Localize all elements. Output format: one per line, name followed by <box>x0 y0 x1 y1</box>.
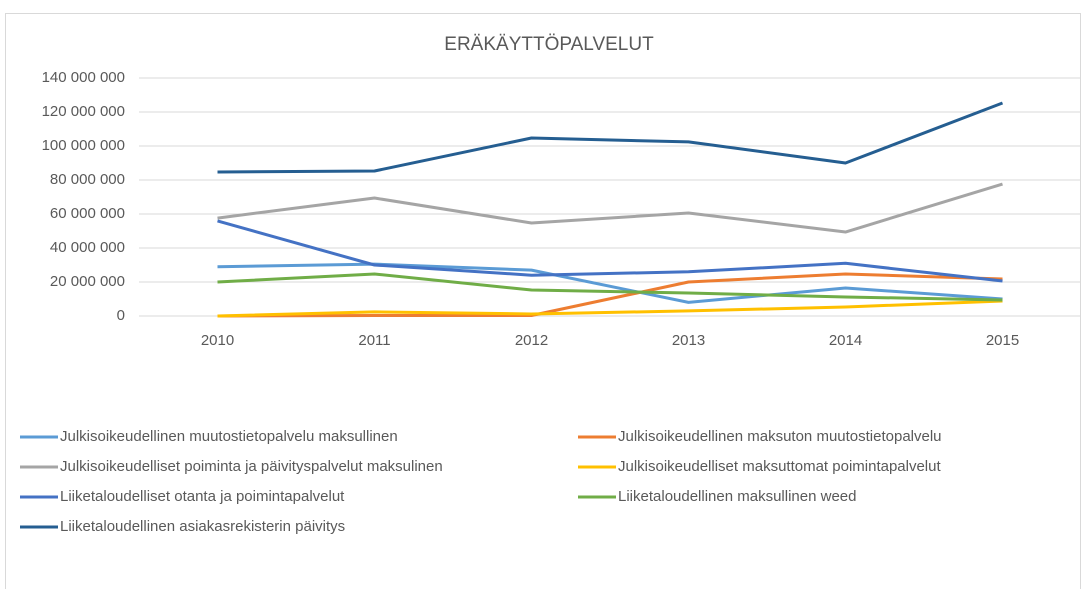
legend-label: Liiketaloudelliset otanta ja poimintapal… <box>60 488 345 505</box>
chart-title: ERÄKÄYTTÖPALVELUT <box>444 34 654 55</box>
legend-label: Julkisoikeudellinen maksuton muutostieto… <box>618 428 942 445</box>
x-tick-label: 2013 <box>672 332 705 349</box>
line-series <box>217 272 1003 302</box>
y-tick-label: 100 000 000 <box>42 137 125 154</box>
y-tick-label: 140 000 000 <box>42 69 125 86</box>
line-series <box>217 219 1003 283</box>
y-tick-label: 0 <box>117 307 125 324</box>
line-series <box>217 272 1003 318</box>
x-tick-label: 2010 <box>201 332 234 349</box>
line-series <box>217 299 1003 318</box>
legend-label: Julkisoikeudelliset maksuttomat poiminta… <box>618 458 941 475</box>
chart-border <box>5 13 1081 589</box>
legend-label: Liiketaloudellinen asiakasrekisterin päi… <box>60 518 345 535</box>
x-tick-label: 2014 <box>829 332 862 349</box>
legend-label: Julkisoikeudellinen muutostietopalvelu m… <box>60 428 398 445</box>
legend-label: Julkisoikeudelliset poiminta ja päivitys… <box>60 458 443 475</box>
legend-label: Liiketaloudellinen maksullinen weed <box>618 488 856 505</box>
x-tick-label: 2015 <box>986 332 1019 349</box>
x-tick-label: 2012 <box>515 332 548 349</box>
line-series <box>217 262 1003 304</box>
y-tick-label: 120 000 000 <box>42 103 125 120</box>
x-tick-label: 2011 <box>358 332 390 349</box>
line-series <box>217 182 1003 234</box>
y-tick-label: 60 000 000 <box>50 205 125 222</box>
y-tick-label: 40 000 000 <box>50 239 125 256</box>
line-series <box>217 101 1004 174</box>
y-tick-label: 80 000 000 <box>50 171 125 188</box>
y-tick-label: 20 000 000 <box>50 273 125 290</box>
